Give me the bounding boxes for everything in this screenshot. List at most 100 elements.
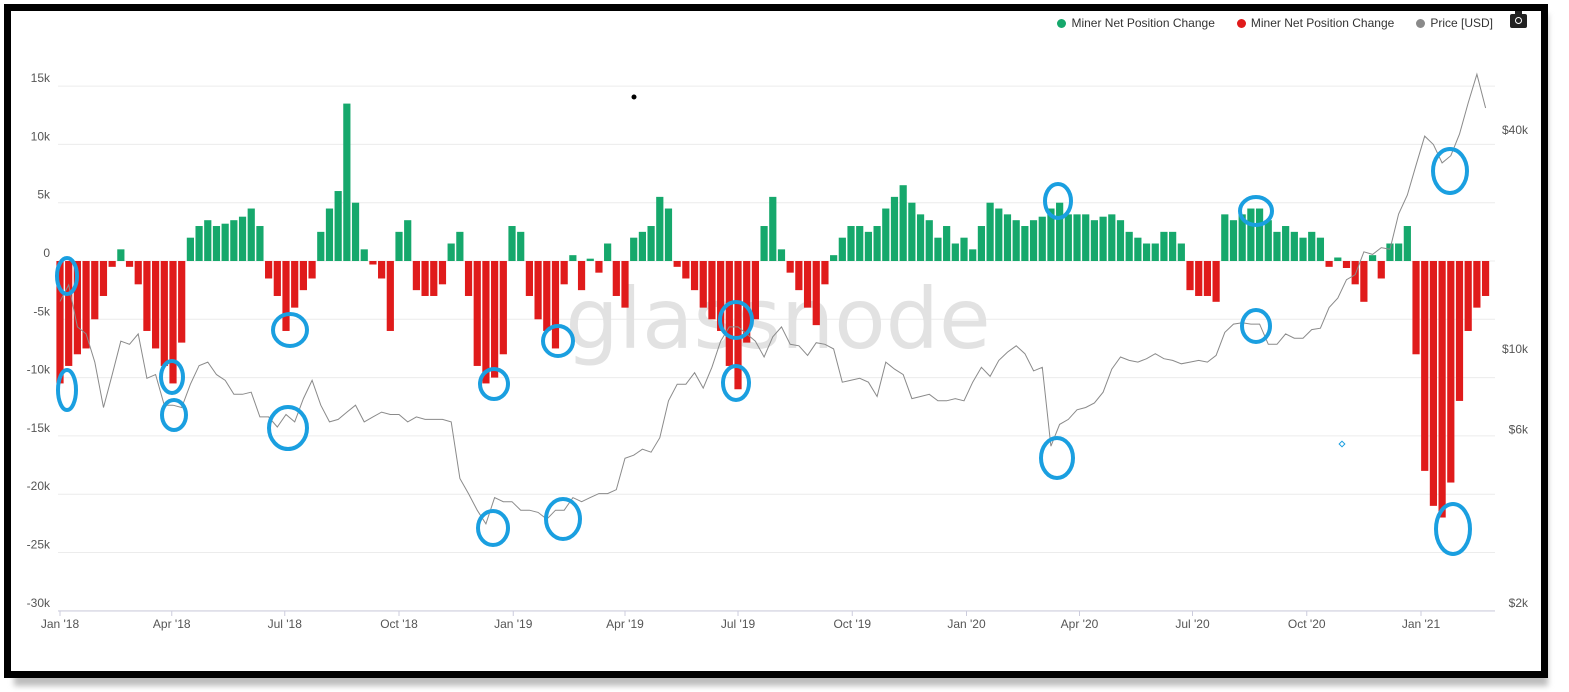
bar-negative [65, 261, 73, 366]
bar-positive [856, 226, 864, 261]
bar-negative [560, 261, 568, 285]
bar-positive [1273, 231, 1281, 261]
bar-positive [864, 231, 873, 261]
bar-positive [195, 226, 203, 261]
bar-positive [995, 208, 1003, 261]
legend-label: Miner Net Position Change [1250, 16, 1395, 30]
bar-negative [1342, 261, 1351, 268]
bar-negative [612, 261, 620, 296]
bar-positive [1064, 214, 1072, 261]
bar-negative [1481, 261, 1490, 296]
bar-positive [916, 214, 925, 261]
bar-negative [577, 261, 586, 291]
bar-positive [238, 216, 247, 261]
bar-positive [1299, 237, 1307, 261]
right-axis-tick-label: $10k [1502, 342, 1529, 356]
bar-negative [91, 261, 99, 320]
bar-negative [125, 261, 134, 267]
bar-negative [734, 261, 742, 390]
bar-negative [82, 261, 90, 349]
bar-negative [1203, 261, 1212, 296]
bar-negative [143, 261, 151, 331]
bar-negative [464, 261, 473, 296]
bar-negative [1186, 261, 1194, 291]
right-axis-labels: $40k $10k $6k $2k [1502, 123, 1529, 610]
bar-negative [1429, 261, 1438, 506]
bar-positive [630, 237, 638, 261]
bar-positive [1108, 214, 1116, 261]
x-axis-tick-label: Apr '18 [153, 617, 191, 631]
bar-positive [117, 249, 125, 261]
green-dot-icon [1057, 18, 1067, 28]
price-line [59, 72, 1487, 526]
bar-negative [751, 261, 760, 320]
bar-positive [664, 208, 673, 261]
bar-negative [795, 261, 803, 291]
bar-positive [404, 220, 412, 261]
bar-positive [456, 231, 464, 261]
bar-positive [951, 243, 959, 261]
right-axis-tick-label: $2k [1509, 596, 1529, 610]
legend-item-net-negative[interactable]: Miner Net Position Change [1236, 16, 1395, 30]
bar-negative [803, 261, 812, 308]
bar-negative [386, 261, 394, 331]
annotation-circle [1238, 195, 1274, 227]
bar-positive [656, 196, 664, 261]
annotation-circle [267, 405, 309, 451]
bar-positive [890, 196, 899, 261]
bar-negative [169, 261, 177, 384]
bar-negative [1464, 261, 1472, 331]
x-axis-tick-label: Oct '19 [833, 617, 871, 631]
stray-marker [1338, 440, 1346, 448]
x-axis-tick-label: Jan '21 [1402, 617, 1441, 631]
annotation-circle [721, 364, 751, 402]
annotation-circle [1240, 308, 1272, 344]
x-axis-tick-label: Jan '18 [41, 617, 80, 631]
bar-negative [690, 261, 699, 291]
net-position-bars [56, 103, 1490, 518]
annotation-circle [476, 509, 510, 547]
bar-positive [508, 226, 516, 261]
x-axis-tick-label: Apr '19 [606, 617, 644, 631]
bar-positive [1082, 214, 1090, 261]
legend-item-price[interactable]: Price [USD] [1416, 16, 1493, 30]
legend-item-net-positive[interactable]: Miner Net Position Change [1057, 16, 1215, 30]
bar-positive [1403, 226, 1411, 261]
bar-positive [1395, 243, 1403, 261]
x-axis-tick-label: Jul '18 [268, 617, 303, 631]
bar-positive [360, 249, 368, 261]
bar-negative [378, 261, 386, 279]
annotation-circle [56, 368, 78, 412]
bar-positive [1038, 216, 1046, 261]
bar-positive [1290, 231, 1298, 261]
bar-negative [1377, 261, 1385, 279]
bar-positive [943, 226, 951, 261]
bar-negative [160, 261, 168, 366]
bar-positive [517, 231, 525, 261]
bar-positive [343, 103, 351, 261]
bar-positive [899, 185, 907, 261]
annotation-circle [1434, 502, 1472, 556]
bar-positive [1229, 220, 1238, 261]
bar-negative [412, 261, 420, 291]
bar-negative [1351, 261, 1359, 285]
bar-positive [351, 202, 360, 261]
bar-positive [1255, 208, 1264, 261]
bar-negative [1447, 261, 1455, 483]
bar-positive [221, 223, 229, 261]
bar-negative [1325, 261, 1333, 267]
bar-positive [1099, 216, 1107, 261]
annotation-circle [1043, 182, 1073, 220]
bar-negative [99, 261, 108, 296]
left-axis-tick-label: 5k [37, 188, 51, 202]
bar-positive [986, 202, 994, 261]
bar-positive [604, 243, 612, 261]
bar-positive [1029, 220, 1038, 261]
bar-negative [73, 261, 81, 355]
bar-negative [1421, 261, 1429, 471]
bar-negative [621, 261, 629, 308]
camera-icon[interactable] [1510, 11, 1527, 28]
bar-positive [1151, 243, 1159, 261]
bar-negative [438, 261, 447, 285]
bar-positive [1047, 208, 1055, 261]
